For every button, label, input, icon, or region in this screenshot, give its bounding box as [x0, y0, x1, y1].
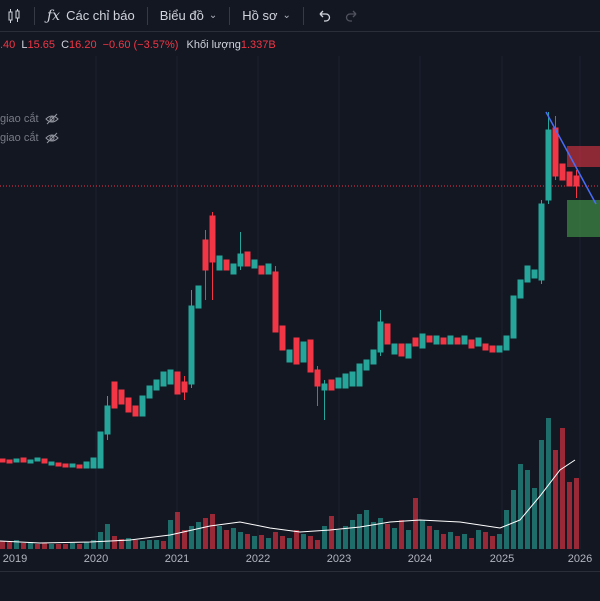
toolbar-separator: [302, 6, 304, 25]
redo-button[interactable]: [338, 2, 366, 30]
low-key: L: [21, 39, 28, 51]
x-tick-label: 2019: [2, 553, 28, 565]
volume-label: Khối lượng: [186, 39, 241, 51]
trend-line[interactable]: [545, 111, 597, 205]
chart-menu-button[interactable]: Biểu đồ ⌄: [154, 0, 223, 32]
indicators-button[interactable]: ƒx Các chỉ báo: [41, 0, 141, 32]
close-value: 16.20: [69, 39, 97, 51]
grid: [95, 56, 581, 549]
x-tick-label: 2023: [326, 553, 352, 565]
close-key: C: [61, 39, 70, 51]
indicator-row-2[interactable]: giao cắt: [0, 132, 59, 144]
chevron-down-icon: ⌄: [282, 10, 291, 21]
profile-menu-label: Hồ sơ: [242, 8, 278, 23]
price-chart[interactable]: [0, 56, 600, 549]
indicators-label: Các chỉ báo: [66, 8, 135, 23]
volume-value: 1.337B: [240, 39, 276, 51]
candlestick-chart-icon[interactable]: [0, 2, 28, 30]
time-axis: 2019 2020 2021 2022 2023 2024 2025 2026: [0, 549, 600, 571]
indicator-label: giao cắt: [0, 132, 39, 144]
redo-icon: [345, 10, 357, 22]
undo-button[interactable]: [310, 2, 338, 30]
indicator-row-1[interactable]: giao cắt: [0, 113, 59, 125]
eye-hidden-icon[interactable]: [44, 132, 59, 144]
bottom-bar: [0, 571, 600, 601]
x-tick-label: 2025: [489, 553, 515, 565]
volume-ma-line: [0, 459, 576, 544]
profile-menu-button[interactable]: Hồ sơ ⌄: [236, 0, 297, 32]
resistance-zone[interactable]: [567, 146, 600, 167]
toolbar-separator: [34, 6, 35, 25]
toolbar-separator: [229, 6, 231, 25]
top-toolbar: ƒx Các chỉ báo Biểu đồ ⌄ Hồ sơ ⌄: [0, 0, 600, 32]
undo-icon: [319, 10, 331, 22]
low-value: 15.65: [27, 39, 56, 51]
eye-hidden-icon[interactable]: [44, 113, 59, 125]
fx-icon: ƒx: [47, 7, 61, 24]
x-tick-label: 2026: [567, 553, 593, 565]
volume-bars: [0, 418, 579, 549]
x-tick-label: 2020: [83, 553, 109, 565]
indicator-label: giao cắt: [0, 113, 39, 125]
chevron-down-icon: ⌄: [208, 10, 218, 21]
x-tick-label: 2022: [245, 553, 271, 565]
toolbar-separator: [146, 6, 148, 25]
support-zone[interactable]: [567, 200, 600, 237]
x-tick-label: 2021: [164, 553, 190, 565]
ohlc-legend: .40 L15.65 C16.20 −0.60 (−3.57%) Khối lư…: [0, 36, 276, 54]
candlesticks: [0, 112, 580, 469]
x-tick-label: 2024: [407, 553, 433, 565]
change-value: −0.60 (−3.57%): [102, 39, 179, 51]
chart-menu-label: Biểu đồ: [159, 8, 204, 23]
open-value: .40: [0, 39, 16, 51]
